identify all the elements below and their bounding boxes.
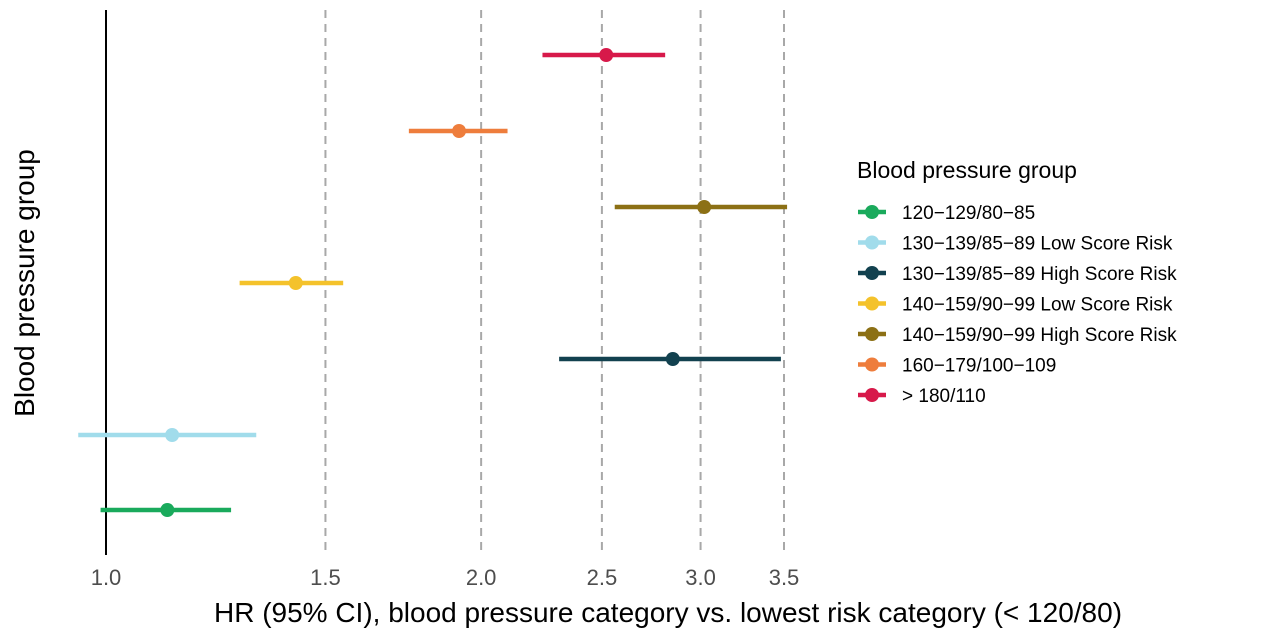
point-estimate-5 bbox=[697, 200, 712, 214]
legend-item-4: 140−159/90−99 Low Score Risk bbox=[858, 295, 1173, 316]
x-tick-label-3.5: 3.5 bbox=[769, 565, 800, 590]
legend-label: 130−139/85−89 Low Score Risk bbox=[902, 234, 1173, 255]
x-tick-label-3.0: 3.0 bbox=[685, 565, 716, 590]
x-axis-ticks: 1.0 1.5 2.0 2.5 3.0 3.5 bbox=[91, 565, 800, 590]
legend-label: 140−159/90−99 High Score Risk bbox=[902, 325, 1177, 346]
x-tick-label-2.5: 2.5 bbox=[587, 565, 618, 590]
legend-item-5: 140−159/90−99 High Score Risk bbox=[858, 325, 1177, 346]
legend-item-2: 130−139/85−89 Low Score Risk bbox=[858, 234, 1173, 255]
legend-title: Blood pressure group bbox=[857, 157, 1077, 183]
x-tick-label-2.0: 2.0 bbox=[466, 565, 497, 590]
point-estimate-3 bbox=[665, 352, 680, 366]
legend-key-point bbox=[865, 327, 879, 341]
legend-label: 160−179/100−109 bbox=[902, 356, 1056, 377]
legend-item-6: 160−179/100−109 bbox=[858, 356, 1056, 377]
point-estimate-1 bbox=[160, 503, 175, 517]
legend-item-1: 120−129/80−85 bbox=[858, 203, 1035, 224]
legend-key-point bbox=[865, 235, 879, 250]
point-estimate-2 bbox=[165, 428, 180, 442]
series-marks bbox=[78, 48, 788, 517]
point-estimate-7 bbox=[599, 48, 614, 62]
y-axis-title: Blood pressure group bbox=[9, 149, 40, 417]
legend-key-point bbox=[865, 296, 879, 311]
x-tick-label-1.0: 1.0 bbox=[91, 565, 122, 590]
legend-items: 120−129/80−85 130−139/85−89 Low Score Ris… bbox=[858, 203, 1177, 407]
legend-label: 120−129/80−85 bbox=[902, 203, 1035, 224]
legend-label: 140−159/90−99 Low Score Risk bbox=[902, 295, 1173, 316]
point-estimate-4 bbox=[288, 276, 303, 290]
legend-key-point bbox=[865, 205, 879, 219]
legend-label: > 180/110 bbox=[902, 386, 986, 407]
legend-item-3: 130−139/85−89 High Score Risk bbox=[858, 264, 1177, 285]
x-axis-title: HR (95% CI), blood pressure category vs.… bbox=[214, 597, 1122, 628]
legend-item-7: > 180/110 bbox=[858, 386, 986, 407]
legend-label: 130−139/85−89 High Score Risk bbox=[902, 264, 1177, 285]
legend-key-point bbox=[865, 266, 879, 280]
grid-lines bbox=[324, 10, 785, 555]
legend-key-point bbox=[865, 357, 879, 372]
x-tick-label-1.5: 1.5 bbox=[310, 565, 341, 590]
legend: Blood pressure group 120−129/80−85 130−13… bbox=[857, 157, 1177, 407]
legend-key-point bbox=[865, 388, 879, 402]
point-estimate-6 bbox=[452, 124, 467, 138]
